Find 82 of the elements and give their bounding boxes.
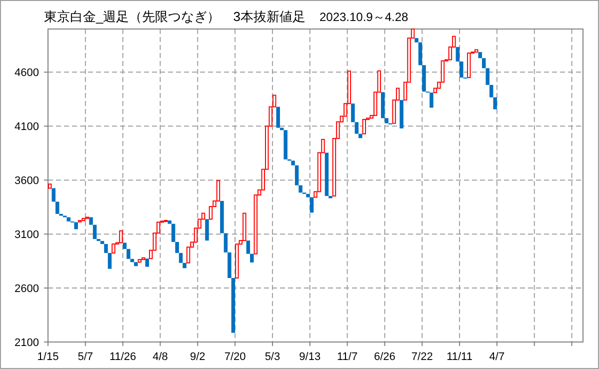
bar <box>291 160 295 166</box>
y-tick-label: 4100 <box>14 121 39 134</box>
bar <box>418 42 422 66</box>
bar <box>112 244 116 254</box>
x-tick-label: 6/26 <box>374 351 396 363</box>
x-tick-label: 9/13 <box>299 351 321 363</box>
bar <box>246 240 250 254</box>
bar <box>228 252 232 278</box>
bar <box>220 200 224 234</box>
bar <box>92 224 97 240</box>
bar <box>119 230 123 244</box>
x-tick-label: 11/7 <box>337 351 358 363</box>
bar <box>422 65 426 92</box>
chart-title: 東京白金_週足（先限つなぎ） 3本抜新値足 <box>44 9 306 24</box>
bar <box>100 240 104 244</box>
bar <box>324 152 329 196</box>
bar <box>250 254 254 262</box>
bar <box>482 58 486 68</box>
bar <box>231 278 236 333</box>
bar <box>284 130 288 160</box>
x-tick-label: 4/7 <box>489 351 505 363</box>
x-tick-label: 5/3 <box>264 351 280 363</box>
bar <box>276 106 280 128</box>
bar <box>294 165 299 186</box>
bar <box>134 262 138 266</box>
bar <box>122 242 127 249</box>
x-tick-label: 5/7 <box>78 351 94 363</box>
bar <box>52 188 56 202</box>
bar <box>235 244 239 278</box>
x-tick-label: 11/11 <box>446 351 472 363</box>
y-tick-label: 2600 <box>14 283 39 296</box>
bar <box>104 244 108 253</box>
x-tick-label: 7/22 <box>411 351 433 363</box>
bar <box>358 134 362 138</box>
bar <box>89 217 93 225</box>
bar <box>178 252 183 263</box>
bar <box>493 97 497 110</box>
bar <box>48 184 52 189</box>
bar <box>354 122 359 134</box>
bar <box>414 38 418 42</box>
bar <box>362 118 366 134</box>
bar <box>460 61 464 78</box>
x-tick-label: 1/15 <box>37 351 59 363</box>
bar <box>126 248 130 259</box>
bar <box>467 52 471 78</box>
bar <box>430 92 434 108</box>
bar <box>82 218 86 222</box>
bar <box>310 197 314 213</box>
bar <box>108 252 112 269</box>
bar <box>55 202 60 214</box>
y-tick-label: 2100 <box>14 337 39 349</box>
bar <box>175 242 179 253</box>
bar <box>474 49 478 53</box>
bar <box>242 212 246 242</box>
x-tick-label: 4/8 <box>152 351 168 363</box>
chart-subtitle: 2023.10.9～4.28 <box>319 10 409 24</box>
bar <box>298 185 302 193</box>
x-tick-label: 7/20 <box>224 351 246 363</box>
bar <box>74 222 78 230</box>
bar <box>384 118 388 124</box>
bar <box>489 84 494 98</box>
bar <box>456 47 460 62</box>
bar <box>351 104 355 122</box>
bar <box>182 262 186 268</box>
bar <box>66 217 70 222</box>
bar <box>171 224 176 242</box>
x-tick-label: 9/2 <box>190 351 206 363</box>
bar <box>328 196 332 198</box>
bar <box>205 219 209 241</box>
y-tick-label: 3600 <box>14 175 39 188</box>
y-tick-label: 4600 <box>14 67 39 80</box>
y-tick-label: 3100 <box>14 229 39 242</box>
bar <box>168 220 172 224</box>
bar <box>306 194 310 198</box>
bar <box>224 233 228 252</box>
bar <box>380 92 385 118</box>
bar <box>486 68 490 85</box>
bar <box>138 259 142 263</box>
bar <box>145 258 150 267</box>
bar <box>478 52 482 58</box>
bar <box>400 100 404 128</box>
x-tick-label: 11/26 <box>109 351 136 363</box>
